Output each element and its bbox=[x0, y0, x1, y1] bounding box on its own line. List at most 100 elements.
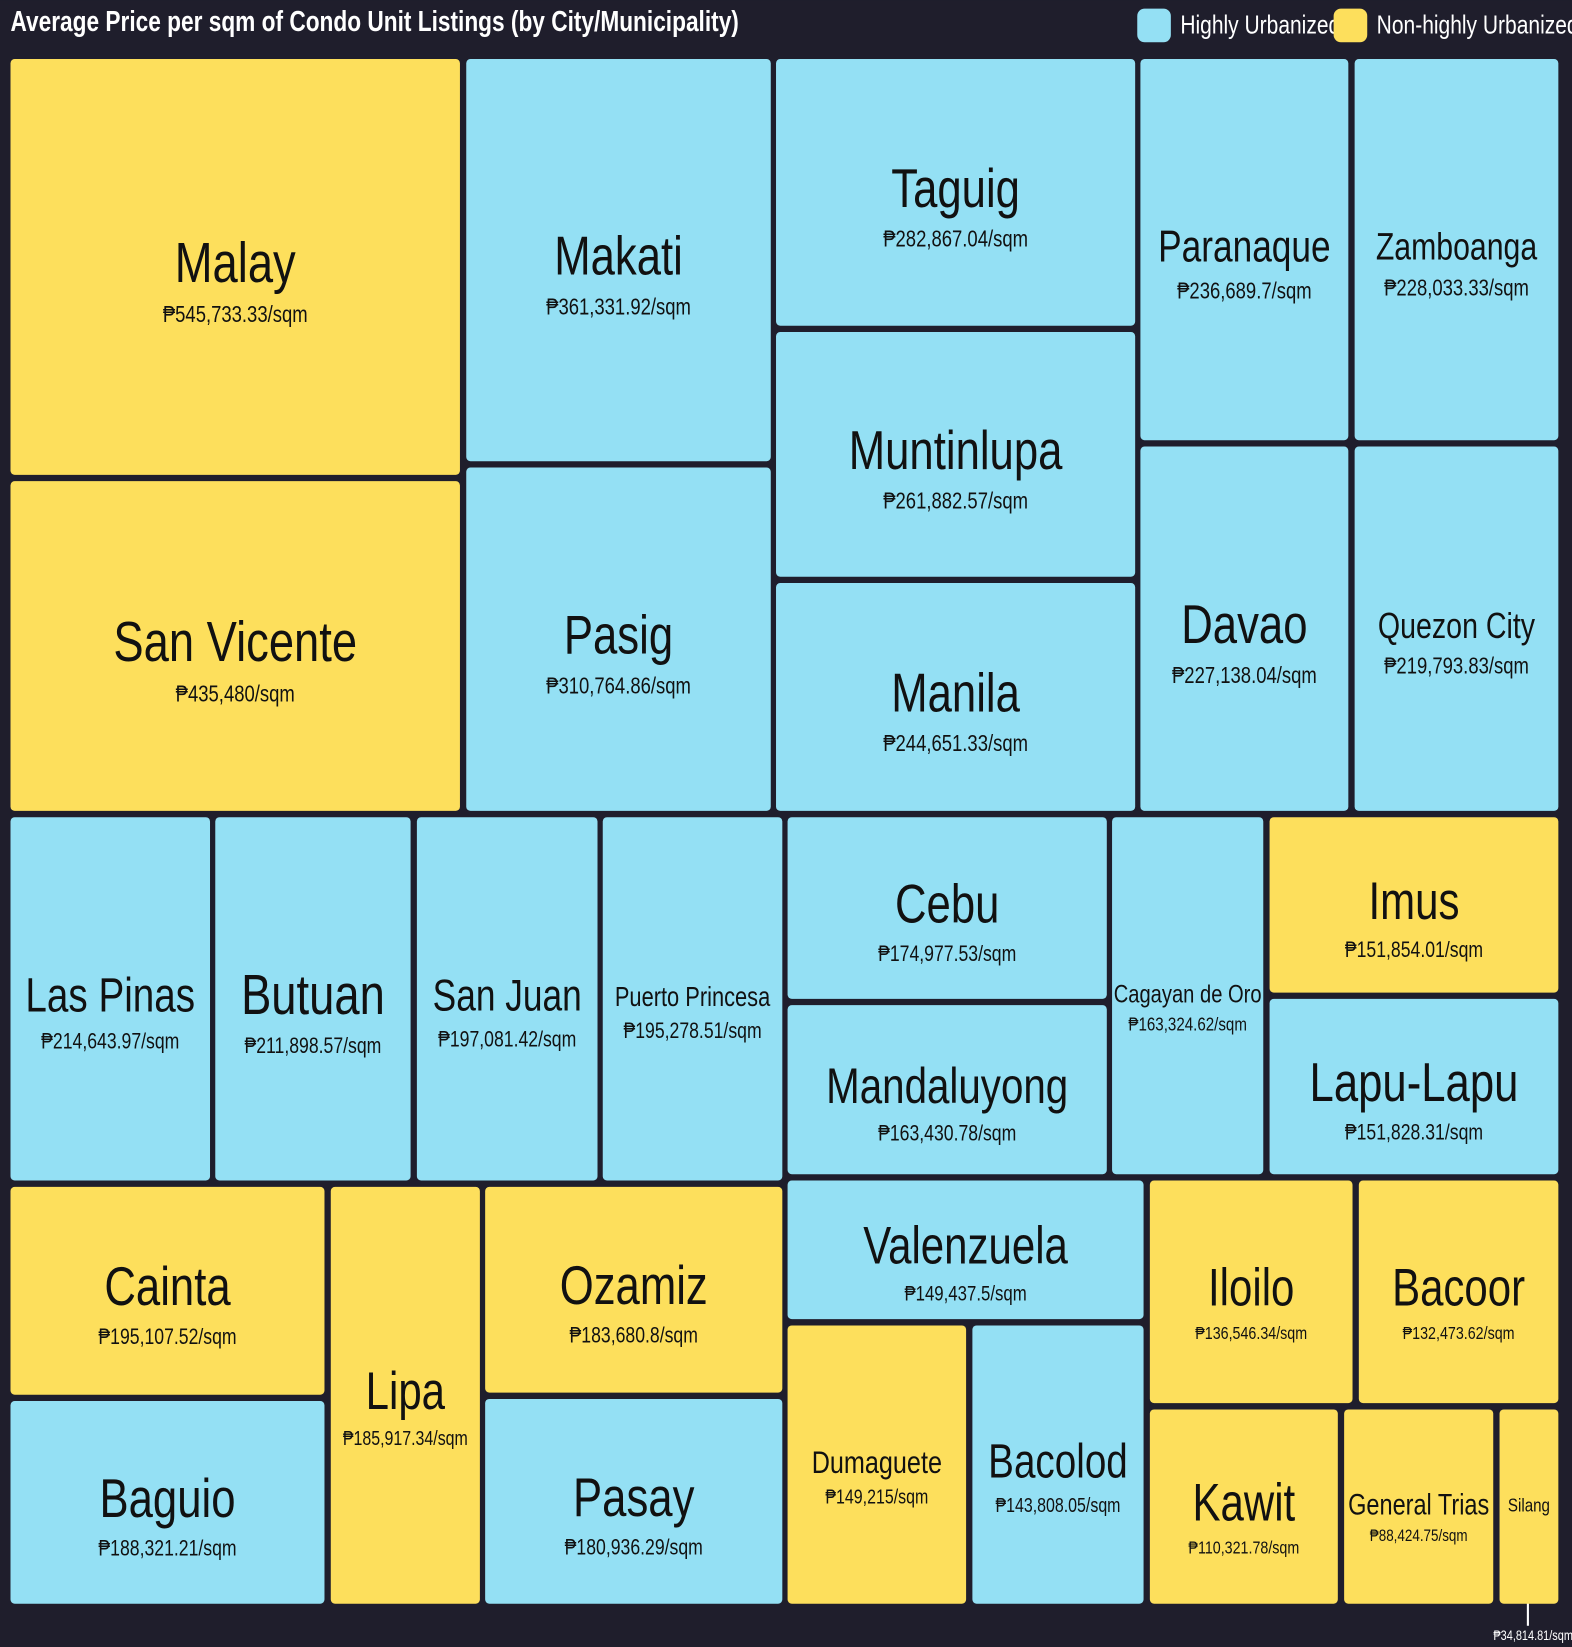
tile bbox=[215, 817, 411, 1181]
tile-label: Cebu bbox=[895, 874, 999, 935]
tile-label: Iloilo bbox=[1208, 1259, 1294, 1318]
tile bbox=[1149, 1409, 1338, 1604]
tile bbox=[1269, 817, 1559, 993]
tile-label: Muntinlupa bbox=[849, 420, 1063, 481]
legend-label: Non-highly Urbanized bbox=[1377, 10, 1572, 40]
tile bbox=[1499, 1409, 1559, 1604]
value-label: ₱151,854.01/sqm bbox=[1345, 938, 1483, 962]
value-label: ₱197,081.42/sqm bbox=[438, 1028, 576, 1052]
value-label: ₱361,331.92/sqm bbox=[546, 294, 691, 319]
value-label: ₱34,814.81/sqm bbox=[1493, 1628, 1572, 1643]
tile-label: Manila bbox=[891, 663, 1020, 724]
tile-label: Paranaque bbox=[1158, 223, 1331, 272]
value-label: ₱435,480/sqm bbox=[176, 681, 295, 706]
tile bbox=[1344, 1409, 1494, 1604]
tile bbox=[10, 817, 211, 1181]
tile-label: Silang bbox=[1508, 1495, 1550, 1516]
tile-label: Davao bbox=[1181, 595, 1307, 656]
tile bbox=[485, 1186, 783, 1393]
value-label: ₱188,321.21/sqm bbox=[98, 1537, 236, 1561]
tile-label: Dumaguete bbox=[812, 1445, 942, 1480]
tile bbox=[416, 817, 598, 1181]
tile bbox=[1140, 446, 1349, 811]
tile bbox=[776, 332, 1136, 577]
tile-label: Las Pinas bbox=[25, 969, 195, 1023]
tile-label: San Juan bbox=[433, 972, 582, 1021]
tile bbox=[787, 1180, 1144, 1320]
value-label: ₱195,107.52/sqm bbox=[98, 1325, 236, 1349]
tile-label: Bacoor bbox=[1392, 1259, 1525, 1318]
legend-label: Highly Urbanized bbox=[1180, 10, 1340, 40]
tile-label: San Vicente bbox=[113, 610, 357, 673]
tile-label: Cagayan de Oro bbox=[1114, 979, 1262, 1008]
tile bbox=[485, 1398, 783, 1604]
tile bbox=[330, 1186, 480, 1604]
value-label: ₱227,138.04/sqm bbox=[1172, 663, 1317, 688]
value-label: ₱282,867.04/sqm bbox=[883, 227, 1028, 252]
tile bbox=[787, 817, 1107, 999]
tile bbox=[602, 817, 783, 1181]
tile bbox=[466, 59, 771, 462]
tile bbox=[10, 481, 460, 811]
value-label: ₱174,977.53/sqm bbox=[878, 942, 1016, 966]
tile bbox=[1358, 1180, 1559, 1404]
value-label: ₱180,936.29/sqm bbox=[565, 1536, 703, 1560]
value-label: ₱214,643.97/sqm bbox=[41, 1030, 179, 1054]
tile-label: Baguio bbox=[99, 1468, 235, 1529]
tile-label: Ozamiz bbox=[560, 1256, 708, 1317]
tile bbox=[10, 1401, 325, 1604]
tile bbox=[787, 1005, 1107, 1175]
value-label: ₱244,651.33/sqm bbox=[883, 731, 1028, 756]
tile-label: Kawit bbox=[1192, 1474, 1295, 1533]
tile bbox=[1354, 59, 1559, 441]
tile bbox=[466, 467, 771, 811]
tile-label: General Trias bbox=[1348, 1488, 1489, 1521]
tile-label: Makati bbox=[554, 226, 683, 287]
tile bbox=[1354, 446, 1559, 811]
value-label: ₱236,689.7/sqm bbox=[1177, 279, 1312, 304]
tile bbox=[1149, 1180, 1353, 1404]
value-label: ₱136,546.34/sqm bbox=[1195, 1323, 1307, 1343]
tile-label: Lipa bbox=[366, 1363, 446, 1422]
tile-label: Lapu-Lapu bbox=[1310, 1052, 1519, 1113]
value-label: ₱228,033.33/sqm bbox=[1384, 276, 1529, 301]
value-label: ₱195,278.51/sqm bbox=[623, 1019, 761, 1043]
tile bbox=[1269, 998, 1559, 1175]
tile-label: Butuan bbox=[241, 963, 385, 1026]
value-label: ₱163,324.62/sqm bbox=[1128, 1014, 1246, 1035]
value-label: ₱163,430.78/sqm bbox=[878, 1122, 1016, 1146]
tile-label: Imus bbox=[1368, 872, 1459, 931]
tile bbox=[10, 59, 460, 475]
value-label: ₱183,680.8/sqm bbox=[570, 1324, 698, 1348]
tile bbox=[972, 1325, 1144, 1604]
value-label: ₱219,793.83/sqm bbox=[1384, 654, 1529, 679]
tile-label: Cainta bbox=[104, 1257, 231, 1318]
tile-label: Bacolod bbox=[988, 1434, 1128, 1488]
value-label: ₱261,882.57/sqm bbox=[883, 489, 1028, 514]
value-label: ₱545,733.33/sqm bbox=[163, 302, 308, 327]
tile-label: Pasig bbox=[564, 605, 673, 666]
value-label: ₱185,917.34/sqm bbox=[343, 1427, 468, 1449]
tile bbox=[776, 583, 1136, 811]
value-label: ₱310,764.86/sqm bbox=[546, 674, 691, 699]
tile bbox=[10, 1186, 325, 1395]
value-label: ₱132,473.62/sqm bbox=[1403, 1323, 1515, 1343]
value-label: ₱149,215/sqm bbox=[825, 1486, 928, 1508]
tile-label: Pasay bbox=[573, 1467, 695, 1528]
value-label: ₱143,808.05/sqm bbox=[995, 1494, 1120, 1516]
value-label: ₱110,321.78/sqm bbox=[1188, 1538, 1299, 1558]
value-label: ₱151,828.31/sqm bbox=[1345, 1121, 1483, 1145]
tile bbox=[1112, 817, 1264, 1175]
legend-swatch bbox=[1137, 8, 1171, 43]
value-label: ₱149,437.5/sqm bbox=[904, 1283, 1026, 1306]
chart-title: Average Price per sqm of Condo Unit List… bbox=[11, 7, 739, 38]
value-label: ₱211,898.57/sqm bbox=[244, 1034, 381, 1058]
tile bbox=[787, 1325, 967, 1604]
tile-label: Valenzuela bbox=[863, 1217, 1068, 1276]
tile bbox=[1140, 59, 1349, 441]
tile-label: Quezon City bbox=[1378, 606, 1536, 646]
tile-label: Zamboanga bbox=[1376, 226, 1538, 268]
value-label: ₱88,424.75/sqm bbox=[1370, 1526, 1468, 1545]
legend-swatch bbox=[1333, 8, 1368, 43]
